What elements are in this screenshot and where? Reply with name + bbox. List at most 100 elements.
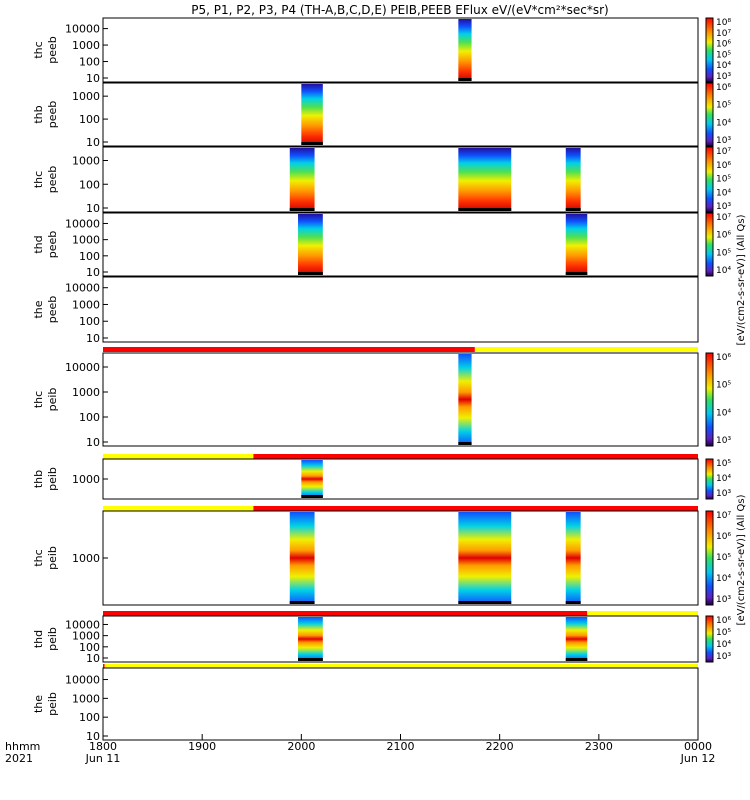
panel-frame [102, 510, 699, 606]
y-tick-label: 10 [86, 436, 100, 449]
y-tick-label: 1000 [72, 692, 100, 705]
spectrogram-block [458, 148, 512, 211]
colorbar-tick-label: 10⁴ [716, 474, 731, 484]
spectrogram-edge [458, 78, 472, 81]
spectrogram-block [565, 214, 588, 275]
panel-product-label: peeb [46, 36, 59, 64]
colorbar-tick-label: 10⁴ [716, 574, 731, 584]
x-axis-label-bottom: 2021 [5, 752, 33, 765]
colorbar-tick-label: 10⁶ [716, 353, 731, 363]
colorbar-tick-label: 10⁶ [716, 231, 731, 241]
y-tick-label: 1000 [72, 552, 100, 565]
y-tick-label: 100 [79, 641, 100, 654]
spectrogram-edge [565, 272, 588, 275]
y-tick-label: 1000 [72, 155, 100, 168]
colorbar-tick-label: 10⁴ [716, 408, 731, 418]
panel-product-label: peib [46, 388, 59, 412]
status-bar-segment [103, 454, 254, 459]
panel-5: 10 100 1000 10000 the peeb [32, 276, 699, 352]
spectrogram-block [458, 512, 512, 604]
colorbar-tick-label: 10⁵ [716, 628, 731, 638]
panel-probe-label: the [32, 300, 45, 318]
panel-product-label: peib [46, 692, 59, 716]
figure-title: P5, P1, P2, P3, P4 (TH-A,B,C,D,E) PEIB,P… [191, 3, 608, 17]
y-tick-label: 10 [86, 136, 100, 149]
y-tick-label: 10 [86, 266, 100, 279]
spectrogram-edge [301, 495, 323, 498]
panel-frame [102, 352, 699, 447]
spectrogram-block [458, 354, 472, 445]
colorbar-tick-label: 10⁵ [716, 50, 731, 60]
x-tick-label: 1800 [89, 740, 117, 753]
panel-10: 10 100 1000 10000 the peib [32, 667, 699, 743]
panel-product-label: peeb [46, 101, 59, 129]
colorbar-tick-label: 10⁴ [716, 118, 731, 128]
colorbar-tick-label: 10⁷ [716, 29, 731, 39]
panel-product-label: peib [46, 467, 59, 491]
spectrogram-block [565, 148, 581, 211]
colorbar-tick-label: 10⁶ [716, 616, 731, 626]
panel-probe-label: thd [32, 630, 45, 648]
colorbar-tick-label: 10⁷ [716, 213, 731, 223]
spectrogram-edge [565, 658, 588, 661]
colorbar-tick-label: 10³ [716, 436, 731, 446]
colorbar-tick-label: 10⁴ [716, 640, 731, 650]
colorbar-tick-label: 10⁵ [716, 381, 731, 391]
y-tick-label: 10 [86, 730, 100, 743]
status-bar-segment [474, 347, 698, 352]
status-bar-segment [103, 664, 105, 669]
colorbar-tick-label: 10⁷ [716, 147, 731, 157]
panel-frame [102, 615, 699, 663]
y-tick-label: 10 [86, 72, 100, 85]
panel-probe-label: the [32, 695, 45, 713]
panel-probe-label: thc [32, 549, 45, 566]
panel-frame [102, 212, 699, 277]
spectrogram-edge [289, 601, 315, 604]
spectrogram-block [298, 617, 323, 661]
spectrogram-edge [301, 142, 323, 145]
panel-frame [102, 146, 699, 213]
spectrogram-block [301, 460, 323, 498]
y-tick-label: 10 [86, 202, 100, 215]
status-bar-segment [104, 664, 699, 669]
panel-probe-label: thb [32, 105, 45, 123]
panel-probe-label: thd [32, 235, 45, 253]
y-tick-label: 10 [86, 332, 100, 345]
y-tick-label: 10000 [65, 618, 100, 631]
y-tick-label: 100 [79, 315, 100, 328]
colorbar-tick-label: 10⁴ [716, 61, 731, 71]
colorbar [705, 352, 714, 447]
y-tick-label: 1000 [72, 386, 100, 399]
status-bar-segment [253, 454, 698, 459]
spectrogram-edge [458, 442, 472, 445]
colorbar [705, 146, 714, 213]
spectrogram-block [301, 84, 323, 145]
panel-8: 1000 thc peib 10³ 10⁴ 10⁵ 10⁶ 10⁷ [32, 510, 731, 616]
y-tick-label: 10 [86, 652, 100, 665]
colorbar-tick-label: 10⁶ [716, 532, 731, 542]
colorbar-tick-label: 10⁶ [716, 83, 731, 93]
colorbar [705, 17, 714, 83]
x-tick-date: Jun 11 [85, 752, 121, 765]
colorbar-tick-label: 10⁵ [716, 175, 731, 185]
panel-7: 1000 thb peib 10³ 10⁴ 10⁵ [32, 458, 731, 511]
y-tick-label: 100 [79, 178, 100, 191]
colorbar-tick-label: 10⁶ [716, 40, 731, 50]
y-tick-label: 10000 [65, 23, 100, 36]
colorbar [705, 458, 714, 500]
x-axis-label-top: hhmm [5, 740, 40, 753]
panel-product-label: peeb [46, 231, 59, 259]
colorbar [705, 615, 714, 663]
colorbar-tick-label: 10³ [716, 72, 731, 82]
colorbar-label-ions: [eV/(cm2-s-sr-eV)] (All Qs) [736, 494, 747, 625]
panel-probe-label: thc [32, 391, 45, 408]
x-tick-label: 2100 [387, 740, 415, 753]
panel-product-label: peib [46, 627, 59, 651]
panel-2: 10 100 1000 thb peeb 10³ 10⁴ 10⁵ 10⁶ [32, 82, 731, 149]
colorbar-tick-label: 10⁵ [716, 459, 731, 469]
spectrogram-block [289, 148, 315, 211]
